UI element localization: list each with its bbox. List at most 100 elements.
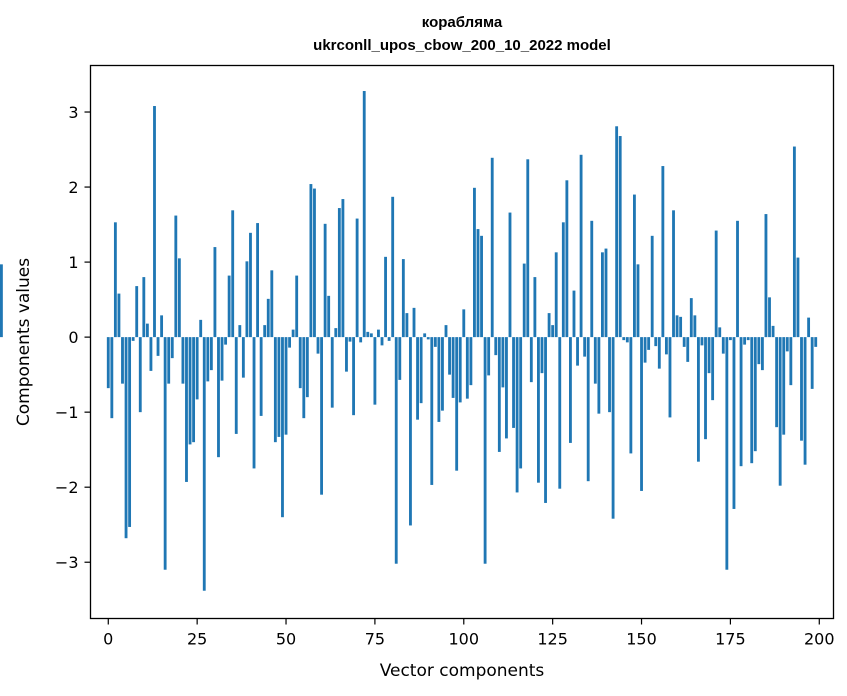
x-axis-ticks: 0 25 50 75 100 125 150 175 200 bbox=[103, 618, 835, 649]
bar bbox=[135, 286, 139, 338]
bar bbox=[362, 91, 366, 338]
bar bbox=[633, 194, 636, 338]
bar bbox=[487, 337, 491, 376]
bar bbox=[601, 252, 604, 338]
bar bbox=[241, 337, 245, 378]
bar bbox=[682, 337, 686, 347]
bar bbox=[163, 337, 167, 570]
bar bbox=[810, 337, 814, 389]
bar bbox=[732, 337, 736, 509]
bar bbox=[593, 337, 597, 384]
bar bbox=[177, 258, 181, 338]
bar bbox=[231, 210, 235, 338]
bar bbox=[270, 270, 274, 338]
bar bbox=[465, 337, 469, 399]
bar bbox=[490, 157, 494, 338]
bar bbox=[391, 196, 395, 338]
bar bbox=[295, 275, 299, 338]
bar bbox=[128, 337, 132, 527]
bar bbox=[220, 337, 224, 381]
bar bbox=[547, 313, 551, 338]
x-tick-label: 100 bbox=[449, 630, 480, 649]
bar bbox=[768, 297, 771, 338]
bar bbox=[266, 298, 270, 338]
bar bbox=[739, 337, 743, 467]
bar bbox=[526, 159, 530, 338]
bar bbox=[483, 337, 487, 564]
bar bbox=[423, 333, 427, 338]
bar bbox=[313, 188, 316, 338]
bar bbox=[718, 327, 722, 338]
bar bbox=[736, 220, 739, 338]
bar bbox=[202, 337, 206, 591]
bar bbox=[213, 247, 217, 338]
x-tick-label: 150 bbox=[626, 630, 657, 649]
bar bbox=[572, 290, 576, 338]
bar bbox=[416, 337, 419, 420]
bar bbox=[647, 337, 651, 350]
bar bbox=[323, 223, 327, 338]
bar bbox=[789, 337, 793, 386]
bar bbox=[615, 126, 619, 338]
bar bbox=[316, 337, 320, 354]
bar bbox=[188, 337, 192, 445]
bar bbox=[337, 208, 341, 338]
bar bbox=[366, 331, 370, 338]
y-tick-label: −3 bbox=[55, 553, 79, 572]
bar bbox=[309, 184, 313, 338]
bar bbox=[117, 293, 121, 338]
bar bbox=[398, 337, 402, 380]
bar bbox=[174, 215, 178, 338]
bar bbox=[195, 337, 199, 400]
bar bbox=[586, 337, 590, 482]
bar bbox=[704, 337, 707, 440]
y-tick-label: −1 bbox=[55, 403, 79, 422]
bar bbox=[291, 329, 295, 338]
bar bbox=[696, 337, 700, 462]
bar bbox=[387, 337, 391, 341]
bar bbox=[394, 337, 398, 564]
bar bbox=[654, 337, 658, 347]
bar bbox=[441, 337, 444, 411]
bar bbox=[209, 337, 213, 371]
bar bbox=[480, 235, 483, 338]
y-tick-label: 1 bbox=[68, 253, 78, 272]
bar bbox=[792, 146, 796, 338]
x-tick-label: 125 bbox=[537, 630, 568, 649]
bar bbox=[565, 180, 569, 338]
bar bbox=[373, 337, 377, 405]
bar bbox=[757, 337, 761, 365]
bar bbox=[462, 309, 466, 338]
bar bbox=[505, 337, 508, 439]
bar bbox=[327, 295, 331, 338]
bar bbox=[533, 277, 537, 338]
bar bbox=[369, 333, 373, 338]
bar bbox=[138, 337, 142, 413]
bar bbox=[664, 337, 668, 355]
bar bbox=[622, 337, 626, 341]
bar bbox=[494, 337, 498, 356]
bar bbox=[497, 337, 501, 452]
bar bbox=[661, 166, 665, 338]
bar bbox=[199, 319, 203, 338]
bar bbox=[800, 337, 803, 441]
bar bbox=[355, 218, 359, 338]
bar bbox=[558, 337, 562, 489]
bar bbox=[249, 232, 252, 338]
bar bbox=[522, 263, 526, 338]
bar bbox=[473, 187, 476, 338]
bar bbox=[576, 337, 579, 366]
bar bbox=[775, 337, 779, 428]
bar bbox=[519, 337, 523, 469]
bar bbox=[721, 337, 725, 354]
bar bbox=[185, 337, 188, 482]
y-axis-ticks: −3 −2 −1 0 1 2 3 bbox=[55, 103, 91, 572]
bar bbox=[771, 325, 775, 338]
bar bbox=[412, 307, 416, 338]
bar bbox=[288, 337, 291, 348]
y-tick-label: −2 bbox=[55, 478, 79, 497]
bar bbox=[238, 325, 242, 338]
x-tick-label: 75 bbox=[365, 630, 385, 649]
bar bbox=[711, 337, 715, 401]
